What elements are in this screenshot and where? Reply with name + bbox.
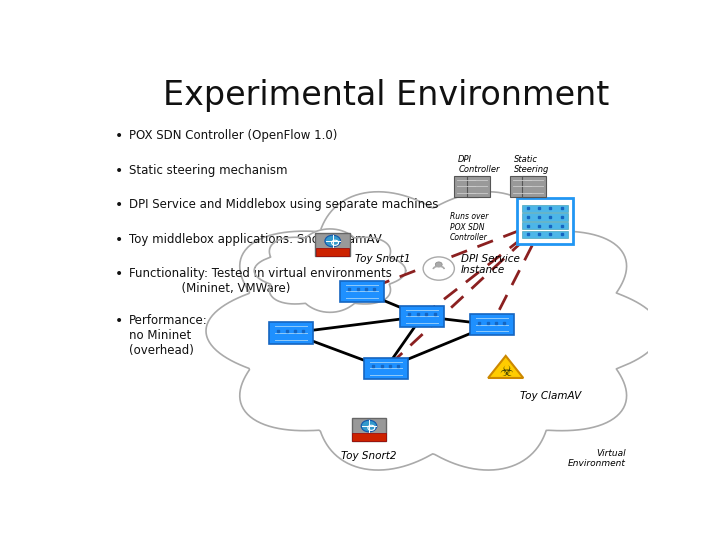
Text: Static steering mechanism: Static steering mechanism bbox=[129, 164, 287, 177]
Text: Toy Snort2: Toy Snort2 bbox=[341, 451, 397, 462]
Text: Functionality: Tested in virtual environments
              (Mininet, VMWare): Functionality: Tested in virtual environ… bbox=[129, 267, 392, 295]
FancyBboxPatch shape bbox=[522, 213, 568, 220]
FancyBboxPatch shape bbox=[522, 205, 568, 212]
FancyBboxPatch shape bbox=[315, 233, 350, 256]
Circle shape bbox=[436, 262, 442, 267]
Text: Toy ClamAV: Toy ClamAV bbox=[520, 391, 581, 401]
Text: Toy Snort1: Toy Snort1 bbox=[355, 254, 410, 264]
FancyBboxPatch shape bbox=[340, 281, 384, 302]
Polygon shape bbox=[254, 229, 405, 312]
Text: Runs over
POX SDN
Controller: Runs over POX SDN Controller bbox=[450, 212, 488, 242]
FancyBboxPatch shape bbox=[510, 176, 534, 197]
FancyBboxPatch shape bbox=[523, 176, 546, 197]
FancyBboxPatch shape bbox=[269, 322, 313, 344]
Text: Performance:
no Mininet
(overhead): Performance: no Mininet (overhead) bbox=[129, 314, 208, 357]
FancyBboxPatch shape bbox=[351, 418, 387, 441]
FancyBboxPatch shape bbox=[469, 314, 514, 335]
Polygon shape bbox=[488, 356, 523, 378]
Circle shape bbox=[325, 235, 341, 247]
Circle shape bbox=[361, 420, 377, 432]
FancyBboxPatch shape bbox=[467, 176, 490, 197]
Text: •: • bbox=[115, 314, 123, 328]
FancyBboxPatch shape bbox=[400, 306, 444, 327]
Text: Static
Steering: Static Steering bbox=[514, 155, 549, 174]
Text: Toy middlebox applications: Snort, ClamAV: Toy middlebox applications: Snort, ClamA… bbox=[129, 233, 382, 246]
FancyBboxPatch shape bbox=[454, 176, 478, 197]
Text: •: • bbox=[115, 267, 123, 281]
Text: •: • bbox=[115, 233, 123, 247]
Text: ☣: ☣ bbox=[499, 363, 513, 379]
Text: DPI Service and Middlebox using separate machines: DPI Service and Middlebox using separate… bbox=[129, 198, 438, 211]
FancyBboxPatch shape bbox=[522, 222, 568, 230]
Text: Experimental Environment: Experimental Environment bbox=[163, 79, 609, 112]
FancyBboxPatch shape bbox=[316, 248, 349, 256]
FancyBboxPatch shape bbox=[352, 433, 386, 441]
Text: POX SDN Controller (OpenFlow 1.0): POX SDN Controller (OpenFlow 1.0) bbox=[129, 129, 338, 142]
FancyBboxPatch shape bbox=[516, 198, 573, 244]
Text: Virtual
Environment: Virtual Environment bbox=[568, 449, 626, 468]
Text: •: • bbox=[115, 198, 123, 212]
Text: •: • bbox=[115, 164, 123, 178]
Text: •: • bbox=[115, 129, 123, 143]
Text: DPI
Controller: DPI Controller bbox=[459, 155, 500, 174]
FancyBboxPatch shape bbox=[364, 357, 408, 379]
Circle shape bbox=[423, 257, 454, 280]
Text: DPI Service
Instance: DPI Service Instance bbox=[461, 254, 520, 275]
Polygon shape bbox=[206, 192, 660, 470]
FancyBboxPatch shape bbox=[522, 231, 568, 238]
